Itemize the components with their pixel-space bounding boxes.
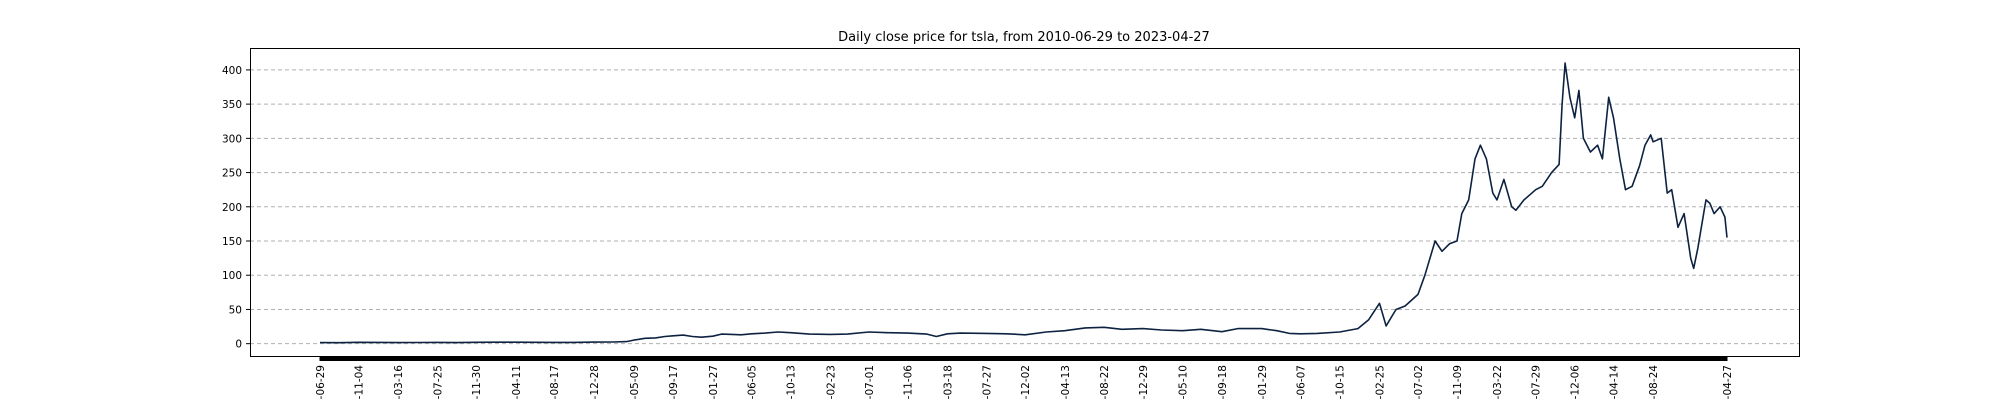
x-tick-label: -04-13 <box>1060 365 1072 399</box>
chart-title: Daily close price for tsla, from 2010-06… <box>838 30 1210 45</box>
x-tick-label: -01-29 <box>1257 365 1269 399</box>
x-tick-label: -04-11 <box>511 365 523 399</box>
x-tick-label: -11-09 <box>1452 365 1464 399</box>
x-tick-label: -11-30 <box>471 365 483 399</box>
y-tick-label: 0 <box>235 339 242 351</box>
grid-lines <box>250 69 1799 345</box>
x-tick-label: -12-06 <box>1570 365 1582 400</box>
y-tick-label: 100 <box>222 270 242 282</box>
x-tick-label: -08-17 <box>549 365 561 399</box>
y-tick-label: 200 <box>222 202 242 214</box>
y-tick-label: 400 <box>222 65 242 77</box>
x-tick-label: -06-29 <box>315 365 327 399</box>
x-axis: -06-29 -11-04 -03-16 -07-25 -11-30 -04-11 -08-… <box>315 356 1734 399</box>
x-tick-label: -05-09 <box>629 365 641 399</box>
x-tick-label: -11-06 <box>902 365 914 400</box>
x-axis-tick-band <box>320 357 1727 361</box>
x-tick-label: -10-13 <box>786 365 798 399</box>
x-tick-label: -07-27 <box>982 365 994 399</box>
x-tick-label: -04-27 <box>1722 365 1734 399</box>
x-tick-label: -07-01 <box>864 365 876 399</box>
x-tick-label: -12-29 <box>1138 365 1150 399</box>
y-tick-label: 250 <box>222 168 242 180</box>
x-tick-label: -11-04 <box>353 365 365 400</box>
y-tick-label: 50 <box>229 304 242 316</box>
x-tick-label: -07-02 <box>1413 365 1425 399</box>
x-tick-label: -10-15 <box>1335 365 1347 399</box>
y-tick-label: 150 <box>222 236 242 248</box>
x-tick-label: -08-22 <box>1099 365 1111 399</box>
x-tick-label: -03-16 <box>393 365 405 400</box>
x-tick-label: -12-02 <box>1020 365 1032 399</box>
x-tick-label: -09-18 <box>1217 365 1229 399</box>
x-tick-label: -02-25 <box>1375 365 1387 399</box>
y-tick-label: 350 <box>222 99 242 111</box>
x-tick-label: -06-05 <box>747 365 759 399</box>
x-tick-label: -03-22 <box>1492 365 1504 399</box>
x-tick-label: -09-17 <box>668 365 680 399</box>
x-tick-label: -12-28 <box>589 365 601 399</box>
x-tick-label: -08-24 <box>1648 365 1660 400</box>
x-tick-label: -06-07 <box>1296 365 1308 399</box>
x-tick-label: -03-18 <box>942 365 954 399</box>
x-tick-label: -07-29 <box>1531 365 1543 399</box>
y-tick-label: 300 <box>222 133 242 145</box>
y-axis: 0 50 100 150 200 250 300 350 400 <box>222 65 250 351</box>
x-tick-label: -04-14 <box>1608 365 1620 400</box>
x-tick-label: -07-25 <box>432 365 444 399</box>
plot-frame <box>250 48 1800 357</box>
x-tick-label: -02-23 <box>826 365 838 399</box>
x-tick-label: -05-10 <box>1178 365 1190 399</box>
x-tick-label: -01-27 <box>708 365 720 399</box>
price-series-line <box>319 62 1728 344</box>
